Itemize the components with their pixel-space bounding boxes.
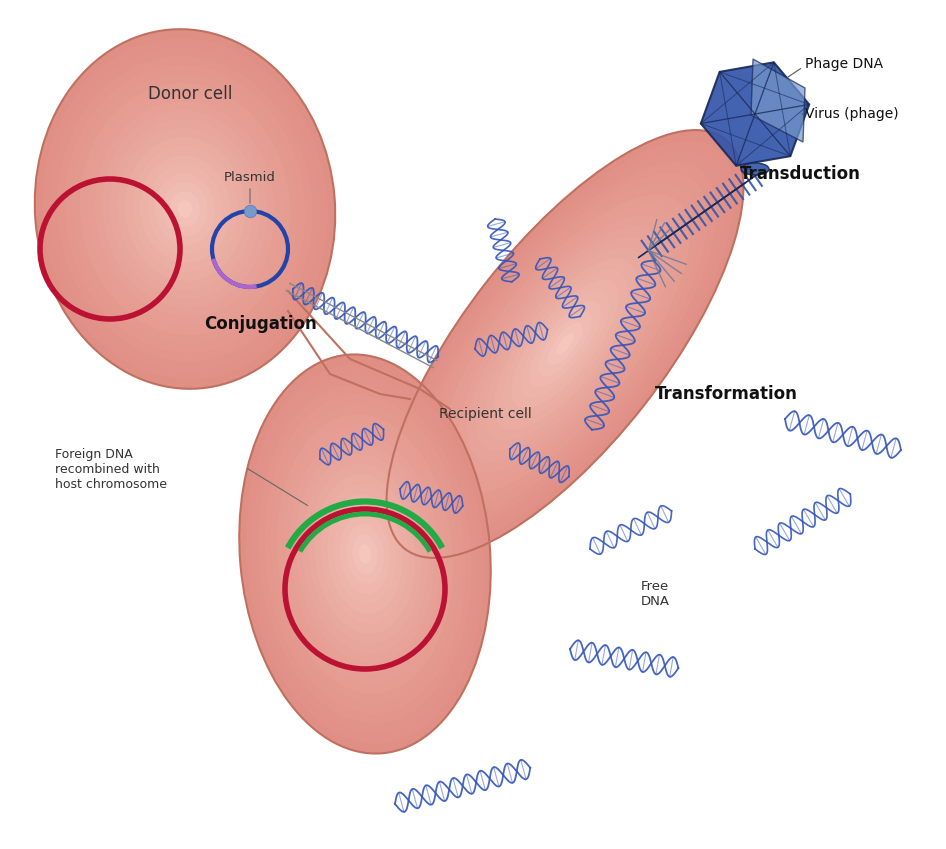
Ellipse shape xyxy=(340,514,390,594)
Ellipse shape xyxy=(321,484,409,624)
Ellipse shape xyxy=(125,137,245,281)
Ellipse shape xyxy=(530,301,601,387)
Ellipse shape xyxy=(520,290,609,397)
Ellipse shape xyxy=(502,269,627,419)
Text: Conjugation: Conjugation xyxy=(203,315,316,333)
Ellipse shape xyxy=(440,194,690,494)
Ellipse shape xyxy=(296,444,434,664)
Ellipse shape xyxy=(431,183,699,504)
Ellipse shape xyxy=(547,323,583,365)
Ellipse shape xyxy=(43,38,327,380)
Ellipse shape xyxy=(359,544,371,564)
Ellipse shape xyxy=(405,151,726,537)
Ellipse shape xyxy=(79,83,290,335)
Ellipse shape xyxy=(64,65,306,353)
Ellipse shape xyxy=(467,227,663,462)
Ellipse shape xyxy=(741,163,769,175)
Ellipse shape xyxy=(35,29,335,389)
Polygon shape xyxy=(701,62,809,166)
Ellipse shape xyxy=(265,395,465,714)
Ellipse shape xyxy=(308,464,422,644)
Ellipse shape xyxy=(387,130,744,558)
Ellipse shape xyxy=(140,155,230,263)
Text: Transformation: Transformation xyxy=(655,385,797,403)
Ellipse shape xyxy=(484,248,645,441)
Ellipse shape xyxy=(163,182,207,236)
Ellipse shape xyxy=(476,237,655,451)
Ellipse shape xyxy=(87,93,283,326)
Text: Plasmid: Plasmid xyxy=(224,171,276,184)
Ellipse shape xyxy=(271,404,460,704)
Ellipse shape xyxy=(132,146,237,272)
Ellipse shape xyxy=(246,364,484,744)
Ellipse shape xyxy=(117,128,253,290)
Ellipse shape xyxy=(458,216,672,472)
Ellipse shape xyxy=(512,280,619,408)
Ellipse shape xyxy=(95,101,275,317)
Ellipse shape xyxy=(155,173,215,245)
Text: Transduction: Transduction xyxy=(740,165,861,183)
Ellipse shape xyxy=(277,414,453,694)
Ellipse shape xyxy=(556,334,574,355)
Ellipse shape xyxy=(258,385,472,723)
Ellipse shape xyxy=(353,534,377,574)
Text: Donor cell: Donor cell xyxy=(148,85,232,103)
Ellipse shape xyxy=(72,74,298,344)
Ellipse shape xyxy=(315,475,415,634)
Polygon shape xyxy=(751,59,805,142)
Ellipse shape xyxy=(178,200,193,218)
Text: Virus (phage): Virus (phage) xyxy=(805,107,899,121)
Ellipse shape xyxy=(148,164,222,254)
Ellipse shape xyxy=(395,141,734,548)
Ellipse shape xyxy=(252,374,478,734)
Ellipse shape xyxy=(538,312,592,376)
Ellipse shape xyxy=(50,48,321,371)
Ellipse shape xyxy=(413,162,717,526)
Text: Free
DNA: Free DNA xyxy=(640,580,670,608)
Ellipse shape xyxy=(327,494,403,614)
Ellipse shape xyxy=(110,119,260,299)
Text: Foreign DNA
recombined with
host chromosome: Foreign DNA recombined with host chromos… xyxy=(55,447,167,491)
Ellipse shape xyxy=(334,504,396,604)
Ellipse shape xyxy=(102,110,268,308)
Ellipse shape xyxy=(449,205,681,483)
Ellipse shape xyxy=(346,524,384,584)
Ellipse shape xyxy=(494,258,637,430)
Ellipse shape xyxy=(58,56,313,362)
Text: Recipient cell: Recipient cell xyxy=(439,407,532,421)
Ellipse shape xyxy=(170,191,200,227)
Ellipse shape xyxy=(289,435,441,674)
Ellipse shape xyxy=(283,424,447,683)
Ellipse shape xyxy=(302,454,428,654)
Text: Phage DNA: Phage DNA xyxy=(805,57,884,71)
Ellipse shape xyxy=(239,355,491,754)
Ellipse shape xyxy=(422,173,708,515)
